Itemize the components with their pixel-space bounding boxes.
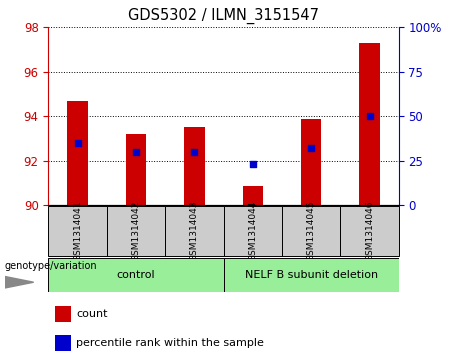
Bar: [67, 101, 88, 205]
Text: GSM1314044: GSM1314044: [248, 201, 257, 261]
FancyBboxPatch shape: [165, 206, 224, 256]
Point: [249, 161, 256, 167]
Bar: [360, 43, 380, 205]
Point: [366, 113, 373, 119]
Text: count: count: [77, 309, 108, 319]
Polygon shape: [5, 277, 34, 288]
Point: [74, 140, 81, 146]
FancyBboxPatch shape: [224, 258, 399, 292]
Point: [132, 149, 140, 155]
FancyBboxPatch shape: [55, 335, 71, 351]
FancyBboxPatch shape: [340, 206, 399, 256]
Text: GSM1314045: GSM1314045: [307, 201, 316, 261]
FancyBboxPatch shape: [282, 206, 340, 256]
Bar: [184, 127, 205, 205]
Text: GSM1314042: GSM1314042: [131, 201, 141, 261]
Text: control: control: [117, 270, 155, 280]
Bar: [126, 134, 146, 205]
Bar: [301, 119, 321, 205]
Text: GSM1314043: GSM1314043: [190, 201, 199, 261]
Bar: [242, 186, 263, 205]
Point: [307, 145, 315, 151]
FancyBboxPatch shape: [48, 206, 107, 256]
Text: GSM1314041: GSM1314041: [73, 201, 82, 261]
FancyBboxPatch shape: [224, 206, 282, 256]
Title: GDS5302 / ILMN_3151547: GDS5302 / ILMN_3151547: [128, 8, 319, 24]
Point: [191, 149, 198, 155]
Text: percentile rank within the sample: percentile rank within the sample: [77, 338, 264, 348]
FancyBboxPatch shape: [48, 258, 224, 292]
Text: genotype/variation: genotype/variation: [5, 261, 97, 271]
FancyBboxPatch shape: [107, 206, 165, 256]
Text: NELF B subunit deletion: NELF B subunit deletion: [245, 270, 378, 280]
FancyBboxPatch shape: [55, 306, 71, 322]
Text: GSM1314046: GSM1314046: [365, 201, 374, 261]
